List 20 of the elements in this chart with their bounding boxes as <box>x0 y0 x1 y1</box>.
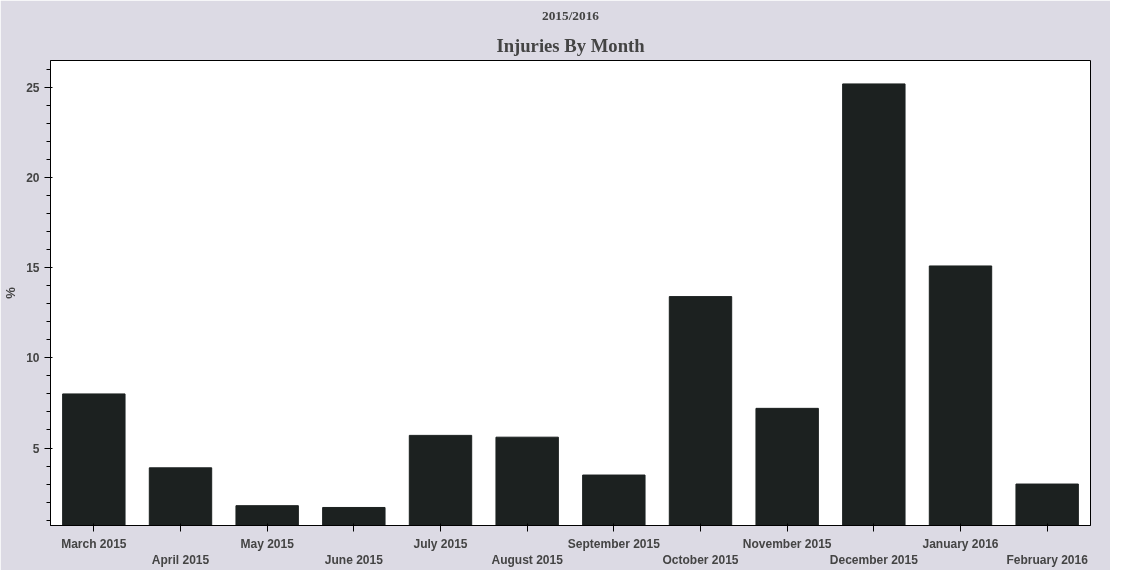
x-tick-label: April 2015 <box>151 553 210 568</box>
y-tick-label: 15 <box>26 261 40 276</box>
y-tick-label: 25 <box>26 81 40 96</box>
x-tick-label: August 2015 <box>491 553 564 568</box>
x-tick-label: December 2015 <box>829 553 919 568</box>
x-tick-label: June 2015 <box>324 553 384 568</box>
chart-subtitle: 2015/2016 <box>541 7 600 23</box>
y-axis-title: % <box>3 286 19 299</box>
x-tick-label: October 2015 <box>662 553 739 568</box>
y-tick-label: 20 <box>26 171 40 186</box>
x-tick-label: March 2015 <box>61 536 127 551</box>
x-tick-label: September 2015 <box>567 536 661 551</box>
x-tick-label: November 2015 <box>742 536 832 551</box>
x-tick-label: January 2016 <box>922 536 999 551</box>
y-tick-label: 5 <box>32 441 40 456</box>
y-tick-label: 10 <box>26 351 40 366</box>
x-tick-label: February 2016 <box>1006 553 1089 568</box>
chart-title: Injuries By Month <box>496 34 646 56</box>
x-tick-label: May 2015 <box>240 536 295 551</box>
x-tick-label: July 2015 <box>413 536 468 551</box>
